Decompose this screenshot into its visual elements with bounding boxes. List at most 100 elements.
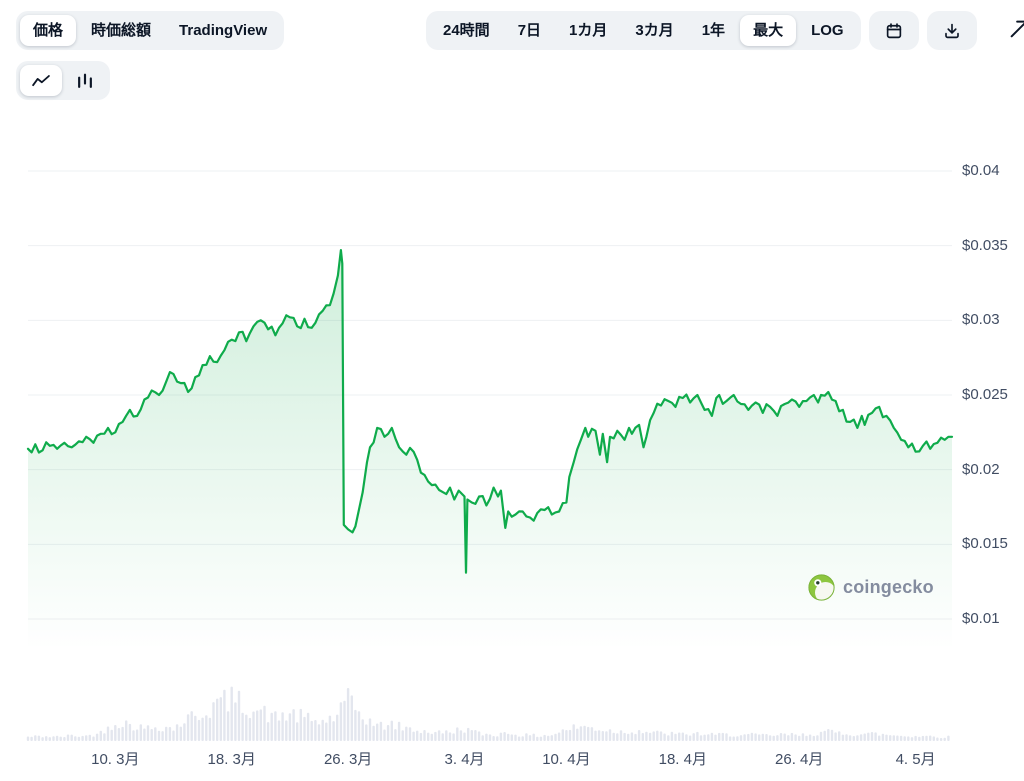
volume-bar bbox=[143, 728, 146, 741]
volume-bar bbox=[838, 731, 841, 741]
tab-1y[interactable]: 1年 bbox=[689, 15, 738, 46]
volume-bar bbox=[41, 737, 44, 741]
volume-bar bbox=[95, 733, 99, 741]
volume-bar bbox=[870, 732, 874, 741]
volume-bar bbox=[776, 735, 779, 741]
volume-bar bbox=[634, 733, 637, 741]
volume-bar bbox=[292, 709, 295, 741]
volume-bar bbox=[652, 731, 655, 741]
volume-bar bbox=[121, 726, 124, 741]
volume-bar bbox=[845, 734, 848, 741]
volume-bar bbox=[376, 723, 379, 741]
volume-bar bbox=[681, 732, 684, 741]
volume-bar bbox=[539, 736, 543, 741]
volume-bar bbox=[528, 735, 532, 741]
volume-bar bbox=[59, 736, 62, 741]
volume-bar bbox=[394, 729, 397, 741]
volume-bar bbox=[488, 734, 492, 741]
volume-bar bbox=[637, 730, 641, 741]
volume-bar bbox=[317, 724, 321, 741]
volume-bar bbox=[477, 731, 481, 741]
volume-bar bbox=[808, 734, 812, 741]
tab-tradingview[interactable]: TradingView bbox=[166, 15, 280, 46]
volume-bar bbox=[281, 712, 284, 741]
volume-bar bbox=[106, 726, 110, 741]
volume-bar bbox=[248, 717, 252, 741]
volume-bar bbox=[856, 735, 859, 741]
volume-bar bbox=[816, 735, 819, 741]
volume-bar bbox=[819, 731, 823, 741]
volume-bar bbox=[223, 689, 226, 741]
volume-bar bbox=[896, 735, 899, 741]
volume-bar bbox=[448, 732, 452, 741]
tab-max[interactable]: 最大 bbox=[740, 15, 797, 46]
x-axis-label: 18. 4月 bbox=[658, 751, 707, 768]
volume-bar bbox=[848, 735, 852, 741]
volume-bar bbox=[783, 733, 786, 741]
volume-bar bbox=[34, 735, 37, 741]
volume-bar bbox=[408, 727, 412, 741]
calendar-icon bbox=[885, 22, 903, 40]
expand-button[interactable] bbox=[1008, 18, 1024, 40]
chart-type-group bbox=[16, 61, 110, 100]
volume-bar bbox=[499, 732, 503, 741]
tab-log[interactable]: LOG bbox=[798, 15, 857, 46]
volume-bar bbox=[241, 712, 244, 741]
volume-bar bbox=[943, 737, 946, 741]
volume-bar bbox=[55, 735, 59, 741]
volume-bar bbox=[299, 708, 302, 741]
volume-bar bbox=[481, 735, 484, 741]
volume-bar bbox=[925, 735, 928, 741]
tab-3m[interactable]: 3カ月 bbox=[622, 15, 686, 46]
volume-bar bbox=[237, 690, 241, 741]
volume-bar bbox=[648, 732, 652, 741]
line-chart-button[interactable] bbox=[20, 65, 62, 96]
volume-bar bbox=[397, 721, 401, 741]
volume-bar bbox=[641, 733, 644, 741]
volume-bar bbox=[561, 729, 564, 741]
volume-bar bbox=[368, 718, 372, 741]
volume-bar bbox=[670, 731, 674, 741]
volume-bar bbox=[296, 722, 299, 741]
volume-bar bbox=[114, 725, 117, 741]
volume-bar bbox=[678, 732, 681, 741]
volume-bar bbox=[576, 728, 579, 741]
y-axis-label: $0.02 bbox=[962, 460, 1000, 478]
volume-bar bbox=[583, 725, 586, 741]
volume-bar bbox=[205, 715, 208, 741]
volume-bar bbox=[379, 721, 383, 741]
y-axis-label: $0.03 bbox=[962, 311, 1000, 329]
volume-bar bbox=[110, 729, 113, 741]
volume-bar bbox=[427, 732, 430, 741]
volume-bar bbox=[827, 729, 830, 741]
volume-bar bbox=[386, 725, 390, 741]
x-axis-label: 4. 5月 bbox=[895, 751, 936, 768]
volume-bar bbox=[245, 714, 248, 741]
volume-bar bbox=[907, 736, 910, 741]
candle-chart-button[interactable] bbox=[64, 65, 106, 96]
volume-bar bbox=[190, 711, 193, 741]
volume-bar bbox=[707, 734, 710, 741]
tab-market-cap[interactable]: 時価総額 bbox=[78, 15, 164, 46]
volume-bar bbox=[263, 705, 266, 741]
volume-bar bbox=[728, 736, 732, 741]
volume-bar bbox=[859, 734, 863, 741]
volume-bar bbox=[867, 732, 870, 741]
volume-bar bbox=[754, 733, 757, 741]
volume-bar bbox=[441, 733, 444, 741]
volume-bar bbox=[517, 736, 521, 741]
tab-24h[interactable]: 24時間 bbox=[430, 15, 503, 46]
x-axis-label: 26. 4月 bbox=[775, 751, 824, 768]
x-axis-label: 10. 4月 bbox=[542, 751, 591, 768]
calendar-button[interactable] bbox=[873, 15, 915, 46]
tab-1m[interactable]: 1カ月 bbox=[556, 15, 620, 46]
tab-price[interactable]: 価格 bbox=[20, 15, 77, 46]
volume-bar bbox=[175, 724, 179, 741]
volume-bar bbox=[768, 735, 772, 741]
tab-7d[interactable]: 7日 bbox=[505, 15, 554, 46]
volume-bar bbox=[37, 735, 41, 741]
volume-bar bbox=[485, 733, 488, 741]
download-button[interactable] bbox=[931, 15, 973, 46]
volume-bar bbox=[157, 730, 161, 741]
